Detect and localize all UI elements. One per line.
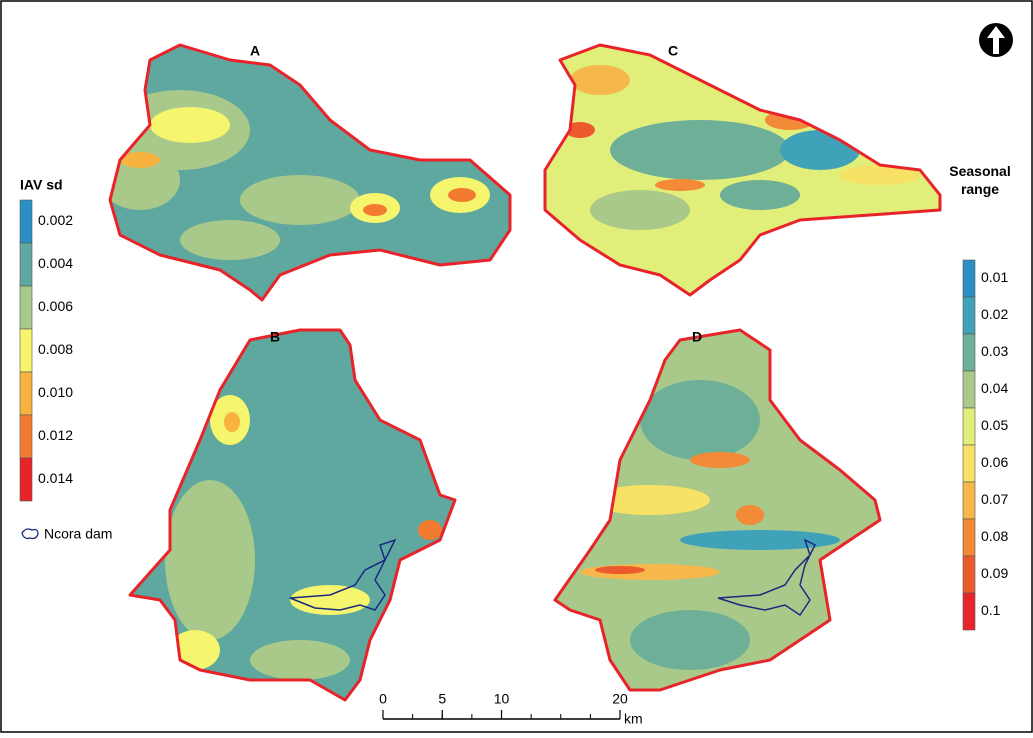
panel-label: C: [668, 43, 678, 59]
panel-label: D: [692, 329, 702, 345]
legend-label: 0.09: [981, 565, 1008, 581]
legend-title: IAV sd: [20, 177, 63, 193]
legend-swatch: [963, 593, 975, 630]
legend-label: 0.010: [38, 384, 73, 400]
legend-swatch: [963, 260, 975, 297]
legend-swatch: [20, 243, 32, 286]
legend-swatch: [963, 519, 975, 556]
legend-swatch: [963, 408, 975, 445]
legend-swatch: [963, 556, 975, 593]
scale-label: 10: [494, 691, 510, 707]
legend-label: 0.07: [981, 491, 1008, 507]
legend-swatch: [963, 445, 975, 482]
panel-label: A: [250, 43, 260, 59]
scale-label: 5: [438, 691, 446, 707]
legend-swatch: [963, 334, 975, 371]
legend-title: Seasonal range: [945, 162, 1015, 198]
legend-label: 0.03: [981, 343, 1008, 359]
map-figure: A B C D IAV sd Ncora dam 0.002 0.004 0.006…: [0, 0, 1033, 733]
scale-label: 20: [612, 691, 628, 707]
legend-label: 0.006: [38, 298, 73, 314]
north-arrow: [979, 23, 1013, 57]
scale-label: 0: [379, 691, 387, 707]
legend-label: 0.002: [38, 212, 73, 228]
legend-swatch: [20, 458, 32, 501]
legend-label: 0.1: [981, 602, 1001, 618]
legend-swatch: [963, 371, 975, 408]
legend-label: 0.012: [38, 427, 73, 443]
scale-unit: km: [624, 711, 643, 727]
legend-label: 0.01: [981, 269, 1008, 285]
legend-swatch: [20, 200, 32, 243]
legend-swatch: [20, 372, 32, 415]
legend-label: 0.02: [981, 306, 1008, 322]
legend-swatch: [20, 286, 32, 329]
legend-swatch: [20, 415, 32, 458]
legend-label: 0.04: [981, 380, 1008, 396]
legend-label: 0.05: [981, 417, 1008, 433]
legend-label: 0.014: [38, 470, 73, 486]
legend-label: 0.06: [981, 454, 1008, 470]
legend-label: 0.008: [38, 341, 73, 357]
legend-label: Ncora dam: [44, 526, 112, 542]
legend-label: 0.08: [981, 528, 1008, 544]
legend-label: 0.004: [38, 255, 73, 271]
legend-swatch: [963, 482, 975, 519]
legend-swatch: [20, 329, 32, 372]
legend-swatch: [963, 297, 975, 334]
panel-label: B: [270, 329, 280, 345]
